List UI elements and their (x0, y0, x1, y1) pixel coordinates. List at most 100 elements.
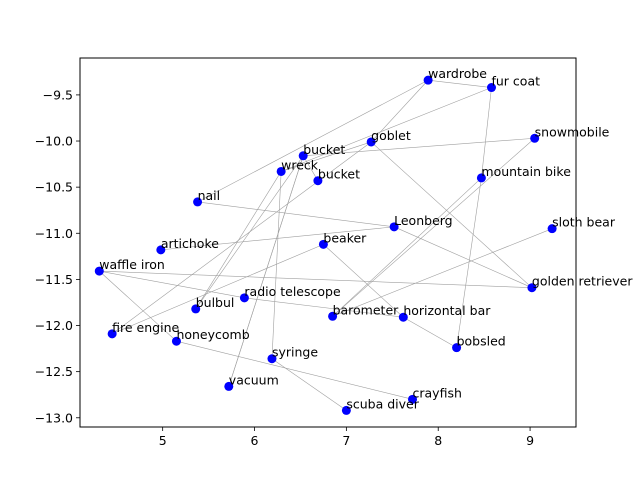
data-point (171, 336, 181, 346)
data-point (318, 239, 328, 249)
y-tick-label: −12.0 (35, 318, 73, 333)
edge-line (99, 270, 532, 289)
edge-line (332, 228, 553, 317)
edge-line (323, 244, 404, 318)
edge-line (403, 316, 457, 348)
edge-line (228, 155, 304, 387)
data-point (452, 343, 462, 353)
point-label: mountain bike (481, 164, 571, 179)
edge-line (428, 79, 492, 88)
y-tick-label: −12.5 (35, 364, 73, 379)
point-label: horizontal bar (403, 303, 491, 318)
edge-line (271, 358, 347, 411)
y-tick-label: −13.0 (35, 410, 73, 425)
edge-line (195, 171, 282, 310)
point-label: artichoke (161, 236, 219, 251)
point-label: barometer (333, 302, 400, 317)
point-label: scuba diver (346, 396, 419, 411)
edge-line (197, 79, 429, 203)
point-label: vacuum (229, 372, 279, 387)
point-label: sloth bear (552, 215, 616, 230)
edge-line (303, 137, 535, 157)
point-label: bucket (303, 142, 345, 157)
x-tick-label: 7 (342, 433, 350, 448)
data-point (224, 381, 234, 391)
data-point (366, 137, 376, 147)
edge-line (302, 155, 319, 181)
data-point (423, 75, 433, 85)
data-point (527, 283, 537, 293)
point-label: syringe (272, 345, 318, 360)
data-point (298, 151, 308, 161)
edge-line (481, 87, 492, 178)
edge-line (195, 155, 304, 310)
x-tick-label: 5 (159, 433, 167, 448)
y-tick-label: −9.5 (43, 87, 73, 102)
data-point (313, 176, 323, 186)
point-label: Leonberg (394, 213, 452, 228)
y-axis: −9.5 −10.0 −10.5 −11.0 −11.5 −12.0 −12.5 −13.0 (35, 87, 80, 425)
point-label: bucket (318, 167, 360, 182)
y-tick-label: −10.0 (35, 134, 73, 149)
x-tick-label: 8 (434, 433, 442, 448)
data-point (276, 166, 286, 176)
x-tick-label: 6 (251, 433, 259, 448)
edge-line (370, 141, 533, 288)
point-label: bulbul (196, 295, 235, 310)
y-tick-label: −11.5 (35, 272, 73, 287)
point-label: waffle iron (99, 257, 165, 272)
edges-layer (99, 79, 553, 411)
point-label: crayfish (413, 385, 462, 400)
point-label: goblet (371, 128, 411, 143)
edge-line (394, 226, 533, 288)
point-label: radio telescope (244, 284, 341, 299)
edge-line (271, 171, 282, 359)
axes-frame (79, 57, 577, 428)
x-tick-label: 9 (526, 433, 534, 448)
data-point (267, 354, 277, 364)
edge-line (99, 270, 177, 342)
x-axis: 5 6 7 8 9 (159, 427, 534, 448)
y-tick-label: −11.0 (35, 226, 73, 241)
point-label: fire engine (112, 320, 179, 335)
data-point (408, 394, 418, 404)
data-point (328, 311, 338, 321)
edge-line (332, 138, 535, 317)
edge-line (244, 297, 404, 318)
point-label: honeycomb (176, 327, 249, 342)
data-point (193, 197, 203, 207)
point-label: beaker (323, 230, 367, 245)
point-label: bobsled (457, 334, 506, 349)
y-tick-label: −10.5 (35, 180, 73, 195)
data-point (156, 245, 166, 255)
data-point (239, 293, 249, 303)
points-layer (94, 75, 557, 415)
point-label: fur coat (491, 74, 540, 89)
data-point (530, 133, 540, 143)
edge-line (332, 177, 482, 317)
data-point (547, 224, 557, 234)
data-point (191, 304, 201, 314)
data-point (389, 222, 399, 232)
edge-line (281, 141, 372, 172)
edge-line (281, 87, 492, 172)
data-point (107, 329, 117, 339)
data-point (341, 405, 351, 415)
edge-line (112, 244, 324, 335)
data-point (94, 266, 104, 276)
edge-line (99, 270, 245, 299)
edge-line (197, 201, 395, 228)
edge-line (456, 177, 482, 348)
data-point (476, 173, 486, 183)
labels-layer: wardrobe fur coat snowmobile goblet bucketwr… (99, 66, 633, 411)
data-point (486, 83, 496, 93)
point-label: nail (198, 188, 221, 203)
point-label: golden retriever (532, 274, 633, 289)
point-label: wreck (281, 157, 319, 172)
point-label: wardrobe (428, 66, 487, 81)
point-label: snowmobile (535, 124, 610, 139)
edge-line (160, 226, 395, 251)
